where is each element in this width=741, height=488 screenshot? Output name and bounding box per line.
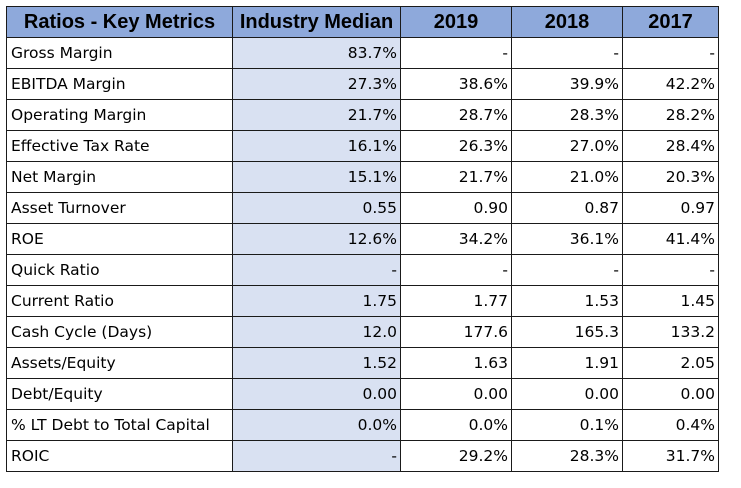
- value-2017: 28.2%: [622, 99, 719, 131]
- header-row: Ratios - Key Metrics Industry Median 201…: [6, 6, 719, 38]
- value-2017: 1.45: [622, 285, 719, 317]
- industry-median-value: 83.7%: [232, 37, 401, 69]
- metric-label: Gross Margin: [6, 37, 233, 69]
- table-body: Gross Margin 83.7% - - - EBITDA Margin 27.3% 38…: [6, 37, 719, 472]
- value-2017: 41.4%: [622, 223, 719, 255]
- value-2018: -: [511, 254, 623, 286]
- metric-label: EBITDA Margin: [6, 68, 233, 100]
- metric-label: Assets/Equity: [6, 347, 233, 379]
- value-2017: -: [622, 254, 719, 286]
- industry-median-value: -: [232, 440, 401, 472]
- value-2017: 28.4%: [622, 130, 719, 162]
- ratios-table-container: Ratios - Key Metrics Industry Median 201…: [6, 6, 719, 472]
- metric-label: ROE: [6, 223, 233, 255]
- table-row: Current Ratio 1.75 1.77 1.53 1.45: [6, 285, 719, 317]
- table-row: Effective Tax Rate 16.1% 26.3% 27.0% 28.4%: [6, 130, 719, 162]
- header-2018: 2018: [511, 6, 623, 38]
- industry-median-value: 21.7%: [232, 99, 401, 131]
- value-2017: 0.97: [622, 192, 719, 224]
- metric-label: Debt/Equity: [6, 378, 233, 410]
- value-2019: 34.2%: [400, 223, 512, 255]
- value-2017: 133.2: [622, 316, 719, 348]
- value-2018: 39.9%: [511, 68, 623, 100]
- value-2019: 177.6: [400, 316, 512, 348]
- header-industry-median: Industry Median: [232, 6, 401, 38]
- industry-median-value: 16.1%: [232, 130, 401, 162]
- value-2018: 27.0%: [511, 130, 623, 162]
- value-2019: -: [400, 37, 512, 69]
- table-row: Gross Margin 83.7% - - -: [6, 37, 719, 69]
- value-2018: 165.3: [511, 316, 623, 348]
- value-2019: 29.2%: [400, 440, 512, 472]
- metric-label: Effective Tax Rate: [6, 130, 233, 162]
- header-2019: 2019: [400, 6, 512, 38]
- value-2018: 21.0%: [511, 161, 623, 193]
- table-row: Quick Ratio - - - -: [6, 254, 719, 286]
- value-2017: 42.2%: [622, 68, 719, 100]
- value-2019: -: [400, 254, 512, 286]
- industry-median-value: 0.0%: [232, 409, 401, 441]
- table-row: Cash Cycle (Days) 12.0 177.6 165.3 133.2: [6, 316, 719, 348]
- value-2018: 0.1%: [511, 409, 623, 441]
- value-2019: 0.00: [400, 378, 512, 410]
- value-2018: 28.3%: [511, 99, 623, 131]
- header-metric: Ratios - Key Metrics: [6, 6, 233, 38]
- value-2017: 31.7%: [622, 440, 719, 472]
- industry-median-value: 0.55: [232, 192, 401, 224]
- table-header: Ratios - Key Metrics Industry Median 201…: [6, 6, 719, 38]
- table-row: Net Margin 15.1% 21.7% 21.0% 20.3%: [6, 161, 719, 193]
- industry-median-value: -: [232, 254, 401, 286]
- value-2019: 1.77: [400, 285, 512, 317]
- table-row: ROIC -29.2% 28.3% 31.7%: [6, 440, 719, 472]
- industry-median-value: 27.3%: [232, 68, 401, 100]
- value-2019: 0.90: [400, 192, 512, 224]
- metric-label: Net Margin: [6, 161, 233, 193]
- value-2017: 20.3%: [622, 161, 719, 193]
- industry-median-value: 15.1%: [232, 161, 401, 193]
- table-row: Asset Turnover 0.55 0.90 0.87 0.97: [6, 192, 719, 224]
- metric-label: Current Ratio: [6, 285, 233, 317]
- metric-label: Cash Cycle (Days): [6, 316, 233, 348]
- industry-median-value: 1.75: [232, 285, 401, 317]
- table-row: Debt/Equity 0.00 0.00 0.00 0.00: [6, 378, 719, 410]
- value-2018: 36.1%: [511, 223, 623, 255]
- table-row: Assets/Equity 1.52 1.63 1.91 2.05: [6, 347, 719, 379]
- value-2017: 0.00: [622, 378, 719, 410]
- value-2018: -: [511, 37, 623, 69]
- value-2018: 28.3%: [511, 440, 623, 472]
- value-2017: 0.4%: [622, 409, 719, 441]
- industry-median-value: 12.0: [232, 316, 401, 348]
- table-row: Operating Margin 21.7% 28.7% 28.3% 28.2%: [6, 99, 719, 131]
- value-2019: 21.7%: [400, 161, 512, 193]
- value-2018: 1.53: [511, 285, 623, 317]
- metric-label: Asset Turnover: [6, 192, 233, 224]
- industry-median-value: 0.00: [232, 378, 401, 410]
- value-2018: 0.00: [511, 378, 623, 410]
- value-2019: 1.63: [400, 347, 512, 379]
- value-2017: -: [622, 37, 719, 69]
- value-2018: 0.87: [511, 192, 623, 224]
- metric-label: Operating Margin: [6, 99, 233, 131]
- header-2017: 2017: [622, 6, 719, 38]
- metric-label: Quick Ratio: [6, 254, 233, 286]
- table-row: EBITDA Margin 27.3% 38.6% 39.9% 42.2%: [6, 68, 719, 100]
- table-row: % LT Debt to Total Capital 0.0% 0.0% 0.1% 0.…: [6, 409, 719, 441]
- industry-median-value: 12.6%: [232, 223, 401, 255]
- table-row: ROE 12.6% 34.2% 36.1% 41.4%: [6, 223, 719, 255]
- metric-label: ROIC: [6, 440, 233, 472]
- industry-median-value: 1.52: [232, 347, 401, 379]
- metric-label: % LT Debt to Total Capital: [6, 409, 233, 441]
- value-2017: 2.05: [622, 347, 719, 379]
- value-2019: 28.7%: [400, 99, 512, 131]
- value-2019: 38.6%: [400, 68, 512, 100]
- value-2019: 0.0%: [400, 409, 512, 441]
- value-2018: 1.91: [511, 347, 623, 379]
- value-2019: 26.3%: [400, 130, 512, 162]
- ratios-table: Ratios - Key Metrics Industry Median 201…: [6, 6, 719, 472]
